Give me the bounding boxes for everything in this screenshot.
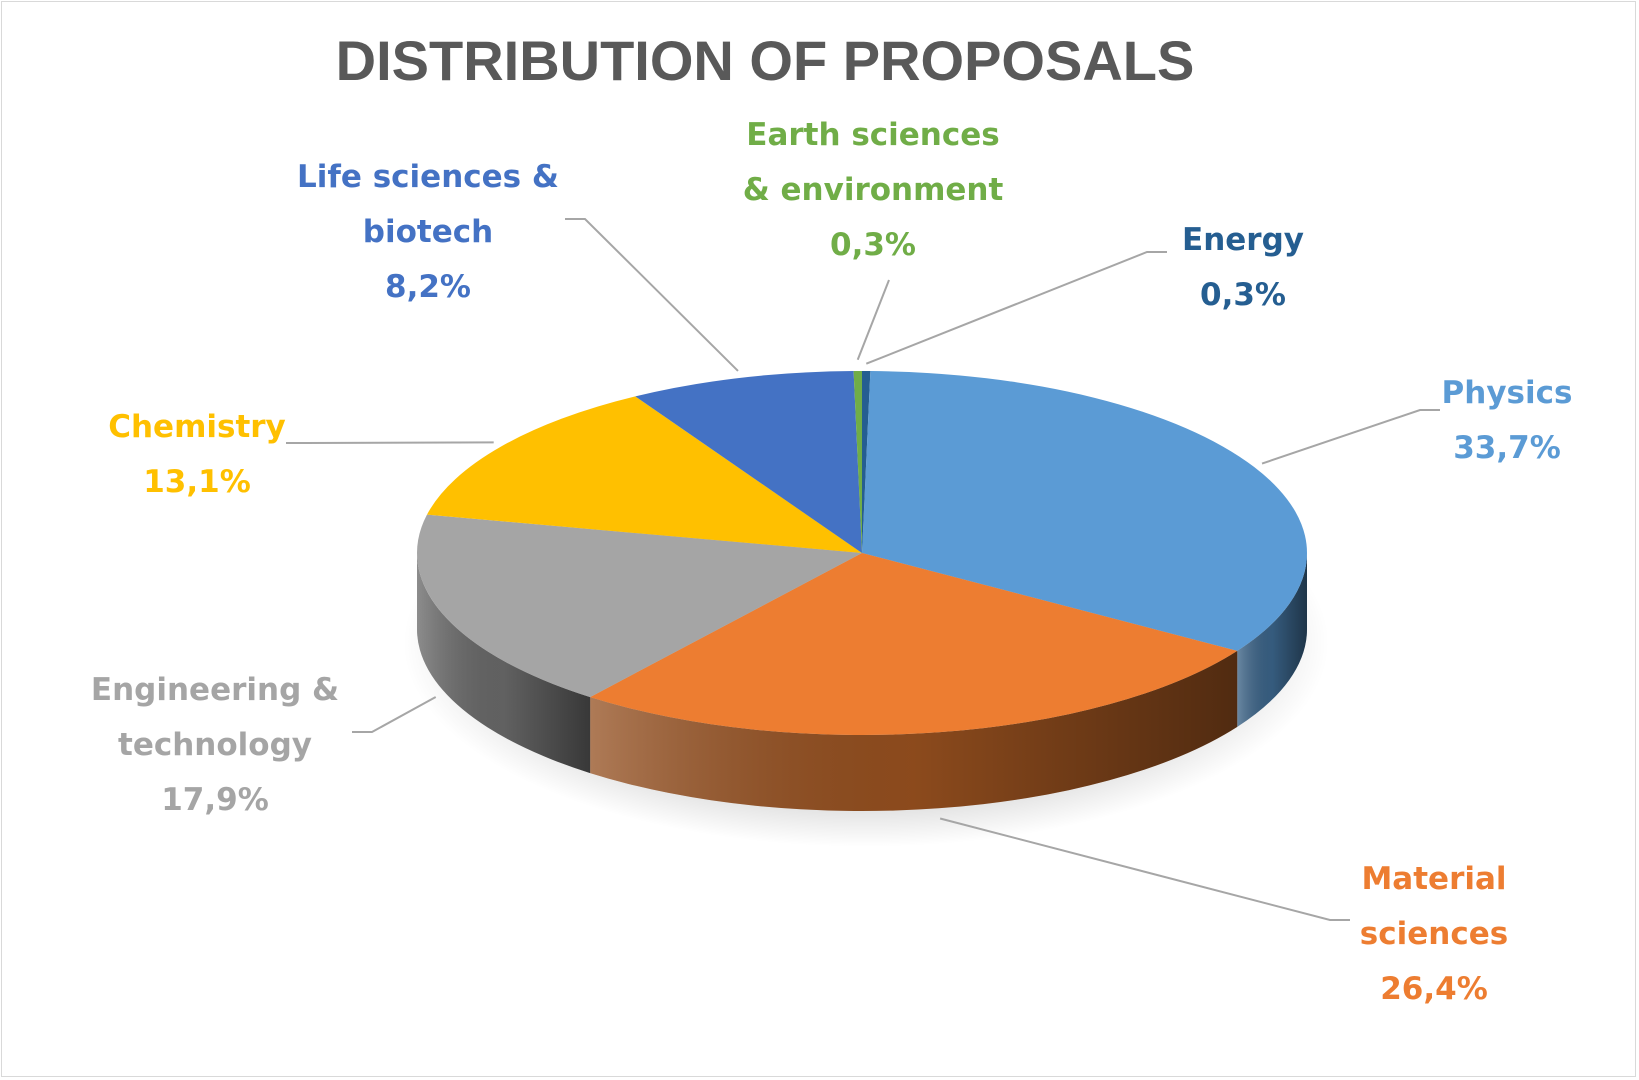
data-label-name: Earth sciences	[746, 117, 999, 153]
chart-title: DISTRIBUTION OF PROPOSALS	[336, 29, 1195, 92]
data-label-name: Material	[1361, 861, 1506, 897]
data-label-name: Engineering &	[91, 672, 339, 708]
data-label-name: Chemistry	[108, 409, 286, 445]
data-label-chemistry: Chemistry 13,1%	[108, 409, 286, 500]
leader-line-life-sciences-and-biotech	[565, 218, 739, 372]
data-label-name: & environment	[743, 172, 1004, 208]
data-label-engineering-and-technology: Engineering & technology 17,9%	[91, 672, 339, 818]
data-label-value: 0,3%	[1200, 277, 1286, 313]
leader-line-engineering-and-technology	[352, 696, 437, 733]
pie-slice-chemistry	[426, 396, 862, 553]
data-label-life-sciences-and-biotech: Life sciences & biotech 8,2%	[297, 159, 559, 305]
data-label-material-sciences: Material sciences 26,4%	[1360, 861, 1508, 1007]
pie-slice-physics	[862, 371, 1307, 651]
data-label-value: 33,7%	[1453, 430, 1561, 466]
pie-side-shading-material-sciences	[590, 650, 1238, 811]
data-label-name: Physics	[1442, 375, 1573, 411]
data-label-name: Life sciences &	[297, 159, 559, 195]
data-label-name: sciences	[1360, 916, 1508, 952]
data-label-value: 13,1%	[143, 464, 251, 500]
data-label-name: technology	[118, 727, 312, 763]
data-label-earth-sciences-and-environment: Earth sciences & environment 0,3%	[743, 117, 1004, 263]
data-label-name: Energy	[1182, 222, 1304, 258]
data-label-value: 0,3%	[830, 227, 916, 263]
pie-slice-energy	[862, 371, 871, 553]
pie-slice-material-sciences	[590, 553, 1238, 736]
leader-line-physics	[1261, 409, 1440, 465]
data-label-name: biotech	[363, 214, 493, 250]
data-label-energy: Energy 0,3%	[1182, 222, 1304, 313]
data-label-physics: Physics 33,7%	[1442, 375, 1573, 466]
data-label-value: 8,2%	[385, 269, 471, 305]
leader-line-earth-sciences-and-environment	[856, 279, 890, 361]
pie-side-shading-engineering-and-technology	[416, 553, 591, 774]
data-label-value: 26,4%	[1380, 971, 1488, 1007]
leader-line-material-sciences	[939, 817, 1350, 921]
leader-line-chemistry	[286, 441, 494, 444]
pie-side-shading-physics	[1237, 553, 1307, 727]
data-label-value: 17,9%	[161, 782, 269, 818]
pie-slice-earth-sciences-and-environment	[853, 371, 862, 553]
leader-line-energy	[865, 251, 1167, 365]
pie-slice-life-sciences-and-biotech	[635, 371, 862, 553]
pie-slice-engineering-and-technology	[416, 514, 862, 698]
